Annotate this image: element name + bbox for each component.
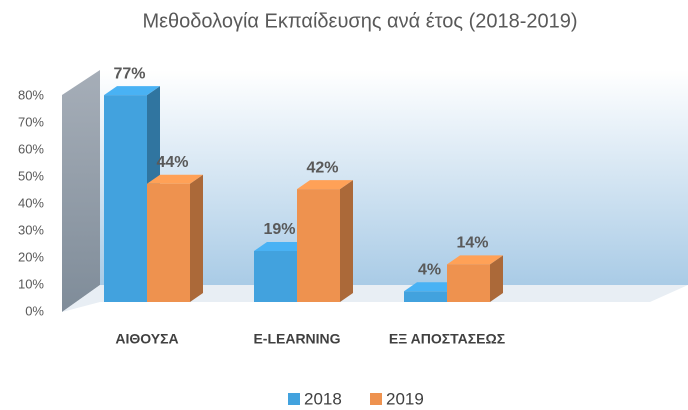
bar <box>297 180 353 302</box>
bar-top <box>404 282 460 292</box>
bar-front <box>147 183 190 302</box>
bar-front <box>297 189 340 302</box>
y-tick-label: 60% <box>18 141 44 156</box>
legend-swatch <box>288 393 300 405</box>
chart-title: Μεθοδολογία Εκπαίδευσης ανά έτος (2018-2… <box>142 10 577 32</box>
bar-top <box>104 86 160 96</box>
y-tick-label: 70% <box>18 114 44 129</box>
value-label: 77% <box>113 65 145 82</box>
value-label: 42% <box>306 159 338 176</box>
y-tick-label: 40% <box>18 195 44 210</box>
bar-top <box>147 174 203 184</box>
bar-top <box>254 241 310 251</box>
legend-label: 2019 <box>386 389 424 408</box>
bar-side <box>490 255 503 302</box>
value-label: 44% <box>156 154 188 171</box>
bar-side <box>190 174 203 302</box>
y-tick-label: 20% <box>18 249 44 264</box>
bar-top <box>297 180 353 190</box>
x-tick-label: ΕΞ ΑΠΟΣΤΑΣΕΩΣ <box>389 331 505 347</box>
side-wall <box>62 70 100 312</box>
bar-side <box>340 180 353 302</box>
bar-front <box>104 95 147 302</box>
bar-top <box>447 255 503 265</box>
x-tick-label: E-LEARNING <box>253 331 340 347</box>
bar-front <box>447 264 490 302</box>
x-tick-label: ΑΙΘΟΥΣΑ <box>115 331 178 347</box>
bar-front <box>254 250 297 302</box>
back-wall <box>100 70 688 285</box>
legend-swatch <box>370 393 382 405</box>
y-tick-label: 30% <box>18 222 44 237</box>
value-label: 19% <box>263 221 295 238</box>
floor <box>62 285 688 312</box>
y-tick-label: 50% <box>18 168 44 183</box>
value-label: 14% <box>456 235 488 252</box>
y-tick-label: 10% <box>18 276 44 291</box>
bar <box>147 174 203 302</box>
bar <box>447 255 503 302</box>
legend-label: 2018 <box>304 389 342 408</box>
y-tick-label: 0% <box>25 303 44 318</box>
y-tick-label: 80% <box>18 87 44 102</box>
value-label: 4% <box>418 261 441 278</box>
bar-front <box>404 291 447 302</box>
